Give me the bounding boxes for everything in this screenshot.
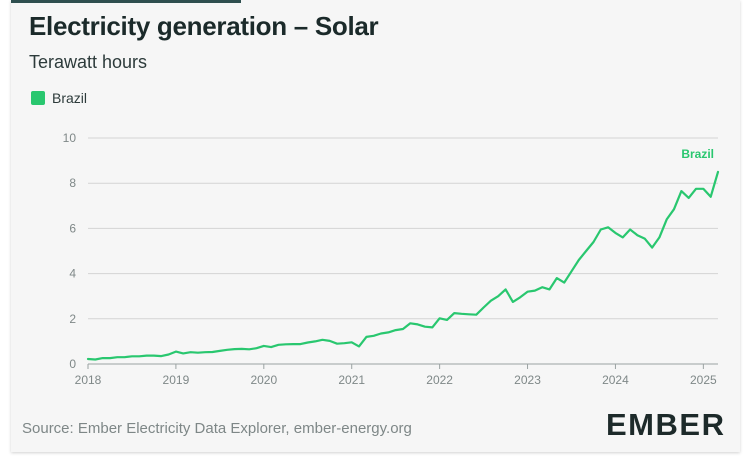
- legend-label-brazil: Brazil: [52, 90, 88, 106]
- legend-swatch-brazil: [31, 91, 45, 105]
- y-tick-label: 6: [69, 221, 76, 235]
- x-tick-label: 2024: [602, 373, 629, 387]
- x-tick-label: 2020: [250, 373, 277, 387]
- series-line-brazil[interactable]: [86, 170, 720, 361]
- source-note: Source: Ember Electricity Data Explorer,…: [22, 420, 412, 437]
- x-tick-label: 2023: [514, 373, 541, 387]
- x-tick-label: 2025: [690, 373, 717, 387]
- chart-subtitle: Terawatt hours: [29, 52, 148, 72]
- ember-logo: EMBER: [606, 407, 726, 442]
- axis-ticks: 0 2 4 6 8 10 2018 2019 2020 2021 2022 2023 2024 2025: [63, 131, 717, 387]
- series-end-label: Brazil: [681, 147, 714, 161]
- grid-lines: [88, 137, 718, 365]
- x-tick-label: 2021: [338, 373, 365, 387]
- x-tick-label: 2018: [75, 373, 102, 387]
- legend[interactable]: Brazil: [31, 90, 87, 106]
- y-tick-label: 2: [69, 312, 76, 326]
- accent-bar: [11, 0, 241, 3]
- chart-card: [11, 0, 740, 452]
- y-tick-label: 0: [69, 357, 76, 371]
- y-tick-label: 8: [69, 176, 76, 190]
- x-tick-label: 2022: [426, 373, 453, 387]
- y-tick-label: 10: [63, 131, 77, 145]
- series-layer: Brazil: [86, 147, 720, 361]
- x-tick-label: 2019: [163, 373, 190, 387]
- y-tick-label: 4: [69, 267, 76, 281]
- chart-title: Electricity generation – Solar: [29, 11, 379, 41]
